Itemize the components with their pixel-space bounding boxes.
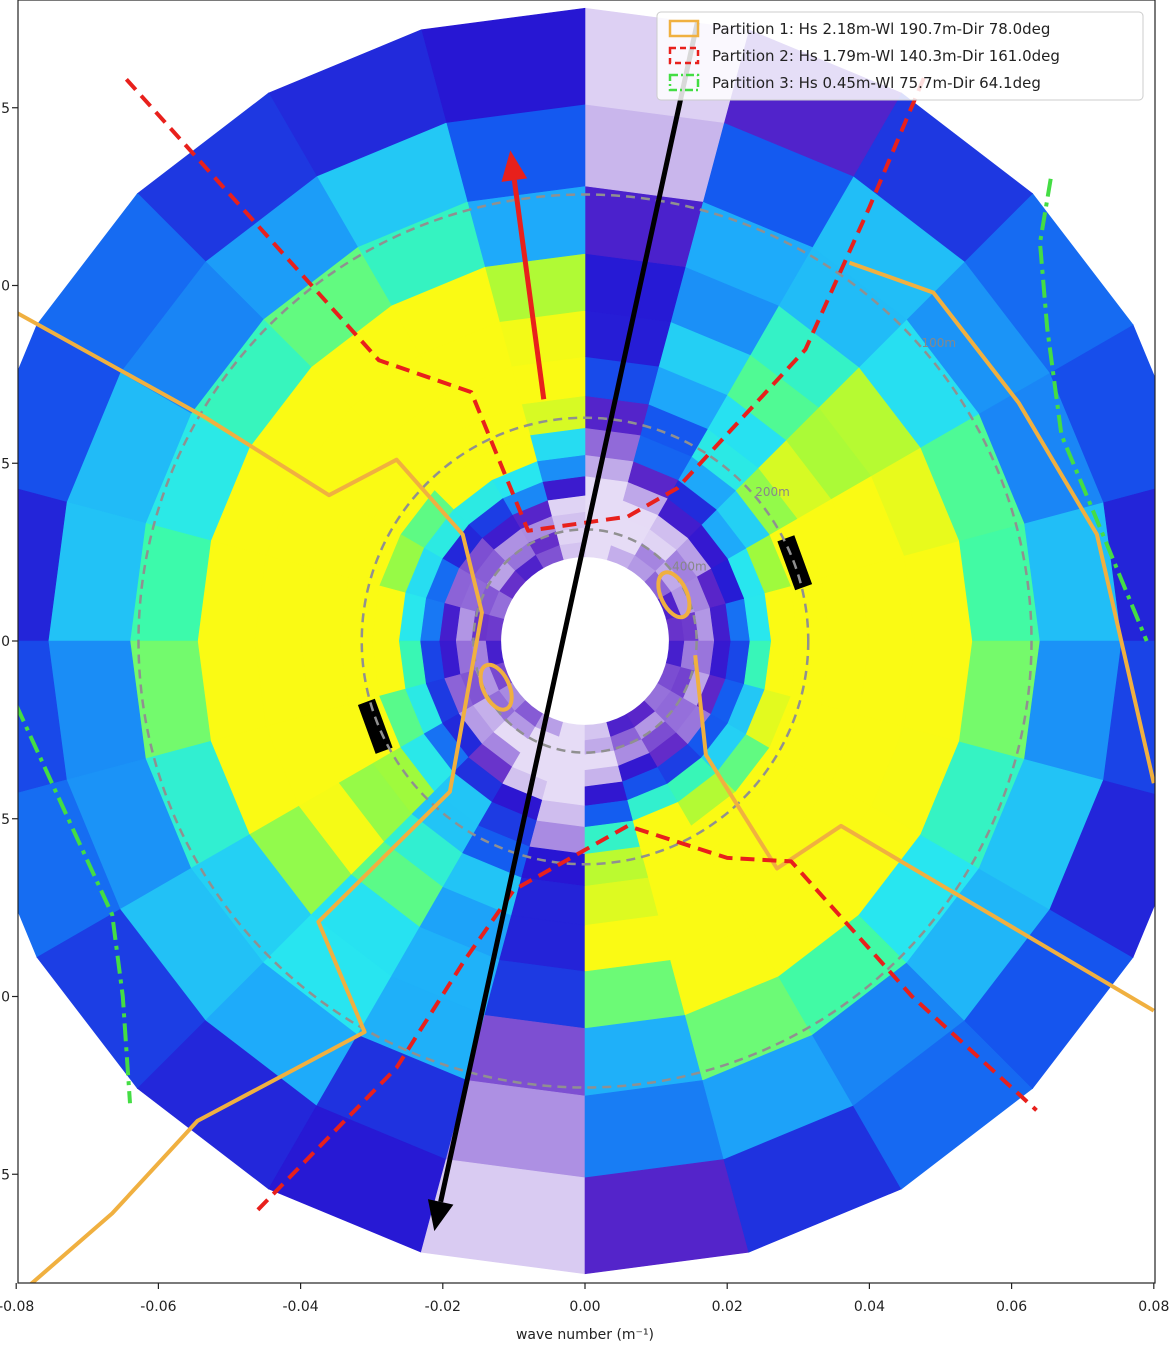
legend-box [656, 11, 1144, 101]
x-tick-label: 0.02 [712, 1299, 743, 1315]
x-tick-label: 0.06 [996, 1299, 1027, 1315]
red-direction-arrow-shaft [511, 179, 547, 400]
y-tick-label: 5 [1, 812, 10, 828]
legend-label-partition-1: Partition 1: Hs 2.18m-Wl 190.7m-Dir 78.0… [712, 20, 1050, 38]
partition-outlines [18, 71, 1155, 1283]
y-tick-label: 0 [1, 990, 10, 1006]
x-tick-label: 0.04 [854, 1299, 885, 1315]
black-direction-arrow-shaft [438, 21, 700, 1203]
legend-swatch-partition-2 [668, 46, 700, 65]
partition-1-outline [848, 260, 1155, 784]
black-direction-arrow [427, 21, 700, 1232]
x-axis-label: wave number (m⁻¹) [516, 1327, 654, 1343]
partition-1-outline [693, 654, 1155, 1013]
partition-1-outline [18, 311, 484, 1283]
spectrum-cell [18, 488, 67, 642]
black-direction-arrow-head [427, 1199, 454, 1232]
legend-label-partition-3: Partition 3: Hs 0.45m-Wl 75.7m-Dir 64.1d… [712, 74, 1041, 92]
x-tick-label: -0.06 [140, 1299, 176, 1315]
spectrum-cell [18, 640, 67, 794]
red-direction-arrow-head [501, 150, 528, 182]
inner-blank-disc [501, 557, 669, 725]
wavelength-ring [360, 416, 810, 866]
wavelength-ring [137, 193, 1033, 1089]
x-axis-ticks: -0.08 -0.06 -0.04 -0.02 0.00 0.02 0.04 0.06 0.08 [0, 1283, 1169, 1315]
partition-3-outline [18, 704, 132, 1104]
y-tick-label: 5 [1, 101, 10, 117]
legend-label-partition-2: Partition 2: Hs 1.79m-Wl 140.3m-Dir 161.… [712, 47, 1060, 65]
spectrum-cell [1049, 779, 1155, 958]
x-tick-label: -0.02 [425, 1299, 461, 1315]
partition-1-outline [656, 570, 692, 620]
x-tick-label: 0.00 [569, 1299, 600, 1315]
y-tick-label: 0 [1, 634, 10, 650]
y-tick-label: 5 [1, 1167, 10, 1183]
wavelength-ring-label: 400m [672, 560, 707, 574]
y-tick-label: 5 [1, 456, 10, 472]
wavelength-ring-label: 100m [922, 336, 957, 350]
red-direction-arrow [501, 150, 547, 400]
legend-swatch-partition-3 [668, 73, 700, 92]
direction-arrows [427, 21, 700, 1232]
y-tick-label: 0 [1, 279, 10, 295]
x-tick-label: -0.08 [0, 1299, 34, 1315]
spectrum-heatmap [18, 7, 1155, 1275]
partition-1-outline [478, 662, 514, 712]
x-tick-label: -0.04 [282, 1299, 318, 1315]
legend-swatch-partition-1 [668, 19, 700, 38]
y-axis-ticks: 5 0 5 0 5 0 5 [1, 101, 18, 1183]
partition-3-outline [1038, 178, 1149, 642]
spectrum-cell [1103, 640, 1155, 795]
legend: Partition 1: Hs 2.18m-Wl 190.7m-Dir 78.0… [656, 11, 1144, 101]
spectrum-cell-saturated [357, 698, 393, 754]
wavelength-ring-label: 200m [755, 485, 790, 499]
x-tick-label: 0.08 [1138, 1299, 1169, 1315]
